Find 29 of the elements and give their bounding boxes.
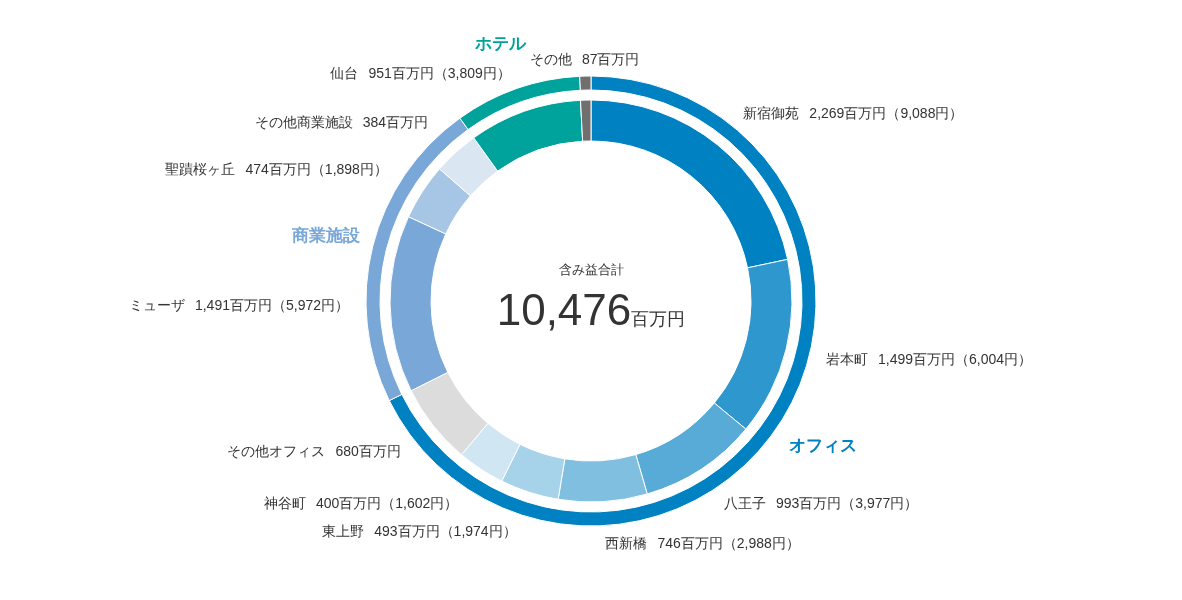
slice-label: 岩本町 [826,350,868,367]
data-label: 87百万円 [581,51,640,68]
slice-label: その他オフィス [227,442,326,459]
slice-label: 仙台 [330,64,359,81]
slice-label: 東上野 [322,523,365,540]
data-label: 1,499百万円（6,004円） [878,350,1033,367]
slice-label: ミューザ [128,296,185,313]
text: 10,476百万円 [496,285,686,334]
data-label: 474百万円（1,898円） [245,161,388,178]
slice-label: その他商業施設 [254,114,353,131]
slice-label: その他 [529,51,572,68]
data-label: 384百万円 [362,114,429,131]
data-label: 993百万円（3,977円） [775,495,919,512]
slice-label: 西新橋 [605,534,648,551]
slice-label: 神谷町 [263,495,306,512]
data-label: 400百万円（1,602円） [315,495,459,512]
data-label: 1,491百万円（5,972円） [194,296,350,313]
slice-label: 聖蹟桜ヶ丘 [165,161,236,178]
slice-label: ホテル [474,34,528,54]
text: 含み益合計 [558,262,624,277]
data-label: 493百万円（1,974円） [374,523,517,540]
slice-label: 商業施設 [291,225,362,245]
slice-label: 新宿御苑 [743,104,800,121]
slice-label: オフィス [788,436,857,456]
data-label: 680百万円 [335,442,401,459]
slice-label: 八王子 [723,495,766,512]
data-label: 951百万円（3,809円） [368,64,511,81]
data-label: 2,269百万円（9,088円） [809,104,964,121]
data-label: 746百万円（2,988円） [657,534,800,551]
